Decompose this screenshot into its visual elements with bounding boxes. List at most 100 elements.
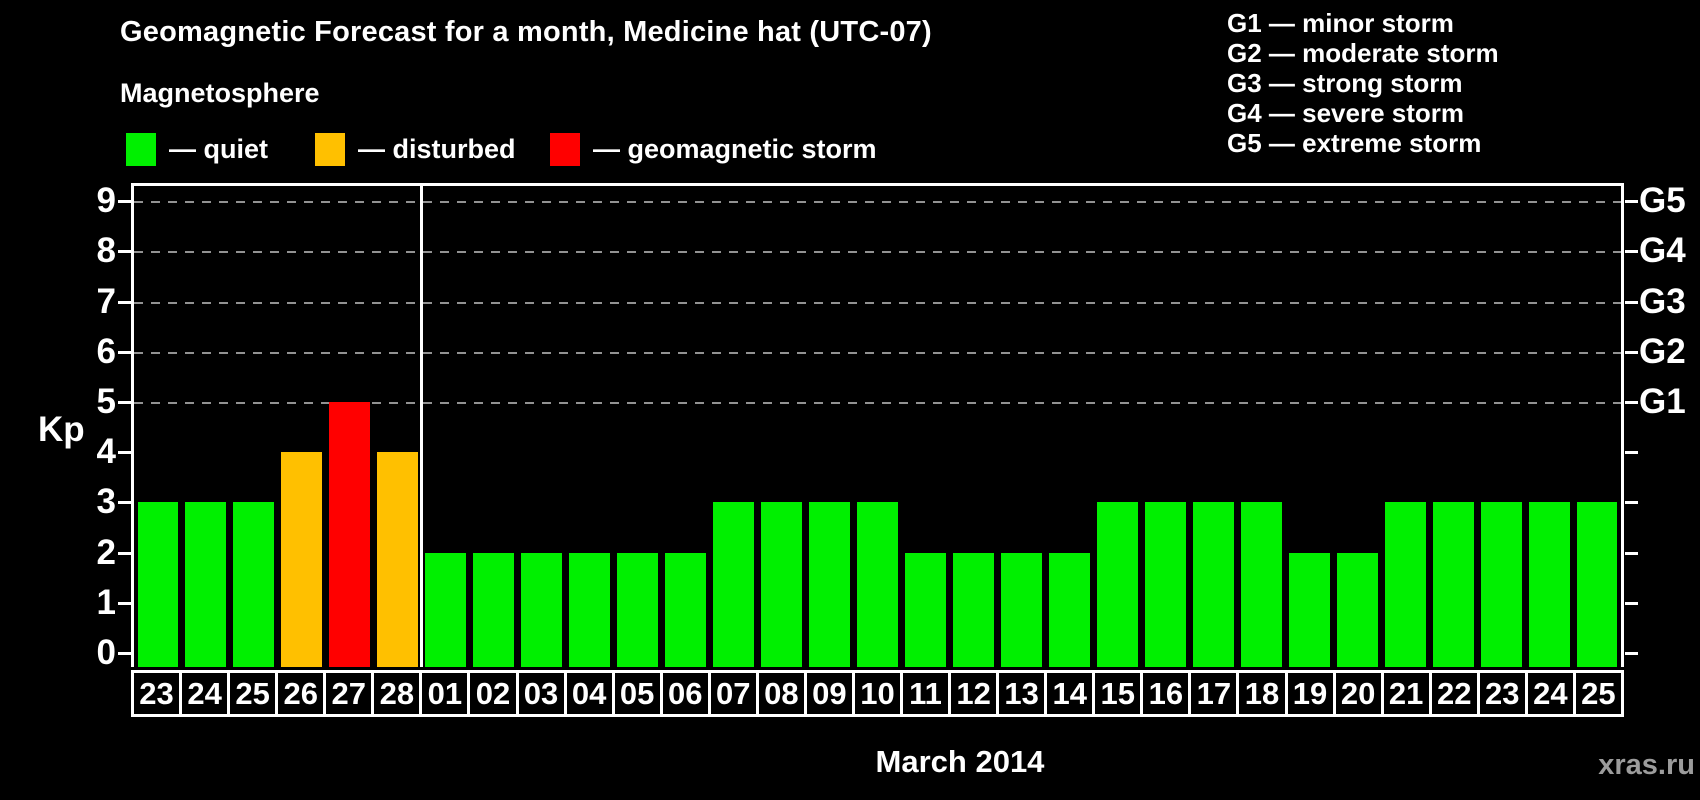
y-tick-label: 6 (96, 331, 116, 371)
watermark: xras.ru (1598, 749, 1695, 781)
day-label-cell: 18 (1236, 673, 1285, 714)
kp-bar-day-08 (761, 502, 803, 667)
right-axis-tick (1625, 200, 1638, 204)
legend-item-storm: — geomagnetic storm (550, 133, 877, 166)
kp-bar-day-07 (713, 502, 755, 667)
kp-bar-day-27 (329, 402, 371, 667)
day-label-cell: 17 (1188, 673, 1237, 714)
x-axis-title: March 2014 (875, 744, 1045, 779)
right-axis-tick (1625, 652, 1638, 655)
kp-bar-day-17 (1192, 502, 1234, 667)
y-tick-label: 9 (96, 181, 116, 221)
storm-scale-legend-line: G5 — extreme storm (1227, 128, 1482, 158)
kp-bar-day-21 (1384, 502, 1426, 667)
day-label-cell: 10 (851, 673, 900, 714)
kp-bar-day-01 (425, 552, 467, 667)
day-label-cell: 05 (611, 673, 660, 714)
x-axis-day-labels: 23 24 25 26 27 28 01 02 03 04 05 06 07 08 09 10 11 12 13 14… (131, 670, 1624, 717)
y-tick-label: 0 (96, 633, 116, 672)
storm-label: — geomagnetic storm (593, 134, 877, 164)
y-tick-label: 7 (96, 281, 116, 321)
day-label-cell: 24 (179, 673, 228, 714)
kp-bar-day-18 (1240, 502, 1282, 667)
left-axis-tick (118, 551, 131, 555)
left-axis-tick (118, 350, 131, 354)
kp-bar-day-06 (665, 552, 707, 667)
quiet-label: — quiet (169, 134, 268, 164)
right-axis-tick (1625, 501, 1638, 505)
left-axis-tick (118, 451, 131, 455)
chart-title: Geomagnetic Forecast for a month, Medici… (120, 16, 932, 48)
day-label-cell: 03 (515, 673, 564, 714)
gridline-kp5 (134, 402, 1621, 404)
kp-bar-day-25 (1576, 502, 1618, 667)
day-label-cell: 23 (1476, 673, 1525, 714)
kp-bar-day-10 (857, 502, 898, 667)
kp-bar-day-13 (1000, 552, 1042, 667)
legend-item-disturbed: — disturbed (315, 133, 516, 166)
quiet-color-swatch (126, 133, 156, 166)
day-label-cell: 22 (1428, 673, 1477, 714)
kp-bar-day-24 (1528, 502, 1570, 667)
gridline-kp8 (134, 251, 1621, 254)
storm-color-swatch (550, 133, 580, 166)
kp-bar-day-23 (137, 502, 179, 667)
right-axis-tick (1625, 350, 1638, 354)
gridline-kp9 (134, 201, 1621, 204)
day-label-cell: 19 (1284, 673, 1333, 714)
disturbed-color-swatch (315, 133, 345, 166)
right-axis-tick (1625, 250, 1638, 254)
y-tick-label: 3 (96, 482, 116, 522)
day-label-cell: 06 (659, 673, 708, 714)
plot-area (131, 183, 1624, 667)
kp-bar-day-20 (1336, 552, 1378, 667)
legend-item-quiet: — quiet (126, 133, 268, 166)
kp-bar-day-28 (377, 452, 419, 667)
gridline-kp6 (134, 351, 1621, 354)
disturbed-label: — disturbed (358, 134, 516, 164)
left-axis-tick (118, 501, 131, 505)
storm-scale-legend: G1 — minor storm G2 — moderate storm G3 — … (1227, 8, 1499, 158)
day-label-cell: 11 (900, 673, 949, 714)
day-label-cell: 28 (371, 673, 420, 714)
left-axis-tick (118, 200, 131, 204)
day-label-cell: 01 (419, 673, 468, 714)
day-label-cell: 21 (1380, 673, 1429, 714)
kp-bar-day-26 (281, 452, 323, 667)
kp-bar-day-09 (809, 502, 850, 667)
day-label-cell: 25 (1572, 673, 1621, 714)
kp-bar-day-11 (904, 552, 946, 667)
day-label-cell: 09 (803, 673, 852, 714)
left-axis-tick (118, 601, 131, 605)
storm-scale-legend-line: G3 — strong storm (1227, 68, 1463, 98)
day-label-cell: 13 (996, 673, 1045, 714)
left-axis-tick (118, 401, 131, 404)
y-tick-label: 8 (96, 231, 116, 271)
right-axis-tick (1625, 451, 1638, 455)
y-tick-label: 4 (96, 432, 116, 472)
day-label-cell: 07 (707, 673, 756, 714)
right-axis-tick (1625, 300, 1638, 304)
left-axis-tick (118, 652, 131, 655)
day-label-cell: 20 (1332, 673, 1381, 714)
storm-scale-legend-line: G4 — severe storm (1227, 98, 1465, 128)
day-label-cell: 04 (563, 673, 612, 714)
day-label-cell: 15 (1092, 673, 1141, 714)
storm-scale-legend-line: G1 — minor storm (1227, 8, 1454, 38)
kp-bar-day-16 (1144, 502, 1186, 667)
day-label-cell: 27 (323, 673, 372, 714)
kp-bar-day-15 (1096, 502, 1138, 667)
left-axis-tick (118, 300, 131, 304)
kp-bar-day-02 (473, 552, 515, 667)
g-scale-label: G1 (1639, 382, 1686, 421)
kp-bar-day-05 (617, 552, 659, 667)
y-axis-title: Kp (38, 410, 85, 449)
kp-bar-day-19 (1288, 552, 1330, 667)
kp-bar-day-04 (569, 552, 611, 667)
right-axis-tick (1625, 401, 1638, 404)
month-divider-line (420, 186, 424, 667)
g-scale-label: G3 (1639, 281, 1686, 321)
kp-bar-day-03 (521, 552, 563, 667)
day-label-cell: 16 (1140, 673, 1189, 714)
